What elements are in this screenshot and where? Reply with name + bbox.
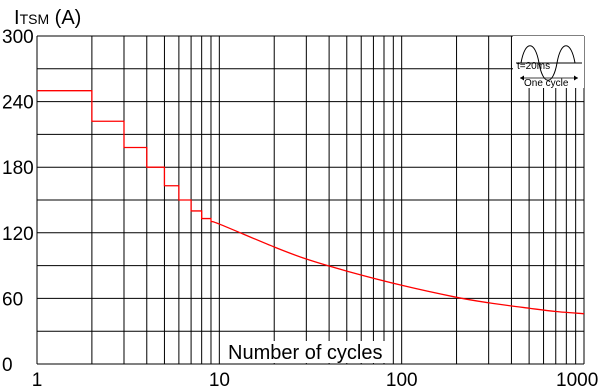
inset-background bbox=[513, 36, 584, 88]
y-tick-label: 120 bbox=[2, 224, 34, 245]
waveform-inset: t=20ms One cycle bbox=[513, 36, 584, 89]
x-axis-label: Number of cycles bbox=[228, 342, 383, 364]
tick-labels: 0 60 120 180 240 300 1 10 100 1000 bbox=[2, 27, 598, 387]
inset-sine-wave bbox=[520, 45, 576, 81]
series bbox=[37, 90, 585, 315]
surge-current-curve bbox=[210, 220, 585, 315]
grid bbox=[36, 35, 585, 365]
y-axis-label: ITSM (A) bbox=[14, 7, 81, 29]
y-tick-label: 60 bbox=[2, 289, 23, 310]
inset-time-label: t=20ms bbox=[517, 61, 550, 72]
x-tick-label: 10 bbox=[209, 370, 230, 387]
x-axis-label-background bbox=[226, 341, 392, 363]
y-tick-label: 180 bbox=[2, 158, 34, 179]
y-tick-label: 300 bbox=[2, 27, 34, 48]
inset-cycle-arrowhead-right bbox=[574, 75, 578, 81]
y-tick-label: 240 bbox=[2, 93, 34, 114]
y-tick-label: 0 bbox=[2, 355, 13, 376]
x-tick-label: 1000 bbox=[556, 370, 598, 387]
inset-cycle-label: One cycle bbox=[524, 78, 569, 89]
x-tick-label: 1 bbox=[32, 370, 43, 387]
x-tick-label: 100 bbox=[386, 370, 418, 387]
inset-cycle-arrowhead-left bbox=[520, 75, 524, 81]
surge-current-steps bbox=[37, 90, 212, 222]
